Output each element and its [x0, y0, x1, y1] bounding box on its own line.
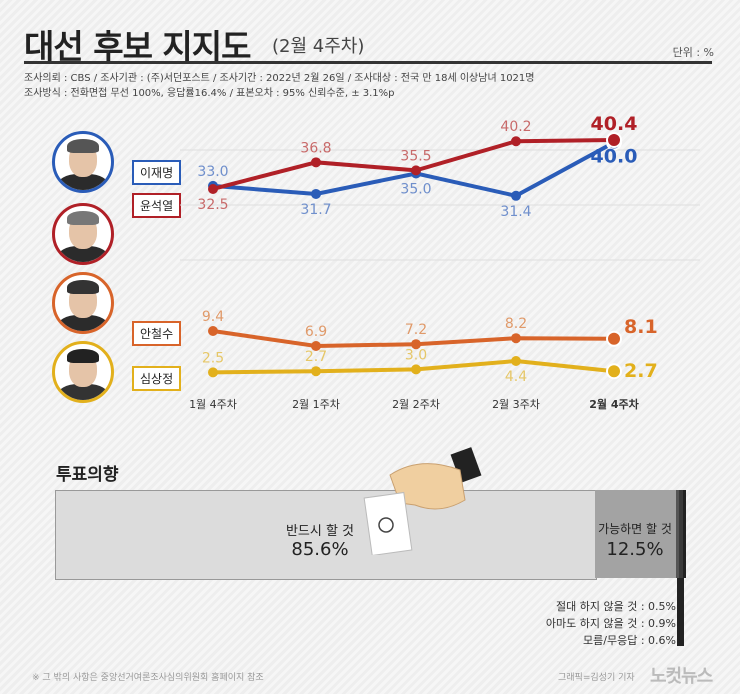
probably-not-label: 아마도 하지 않을 것 : 0.9%	[545, 617, 676, 630]
data-label: 40.0	[591, 145, 638, 167]
data-point	[606, 363, 622, 380]
x-tick-label: 2월 3주차	[492, 398, 540, 411]
series-label-sim: 심상정	[132, 366, 182, 391]
data-label: 31.4	[500, 204, 531, 220]
data-label: 8.2	[505, 316, 527, 332]
graphic-credit: 그래픽=김성기 기자	[558, 673, 635, 683]
data-label: 6.9	[305, 324, 327, 340]
never-label: 절대 하지 않을 것 : 0.5%	[556, 600, 676, 613]
data-label: 9.4	[202, 309, 224, 325]
data-point	[311, 157, 321, 168]
x-tick-label: 2월 1주차	[292, 398, 340, 411]
ballot-hand-icon	[363, 447, 482, 555]
x-tick-label: 2월 4주차	[589, 397, 639, 411]
survey-meta-1: 조사의뢰 : CBS / 조사기관 : (주)서던포스트 / 조사기간 : 20…	[24, 73, 535, 84]
title-divider	[24, 61, 712, 64]
nocutnews-logo: 노컷뉴스	[650, 666, 713, 687]
data-label: 36.8	[300, 140, 331, 156]
data-label: 35.5	[400, 148, 431, 164]
avatar-ahn	[52, 272, 114, 334]
avatar-lee	[52, 131, 114, 193]
bar-segment-unknown	[683, 490, 686, 578]
data-label: 35.0	[400, 181, 431, 197]
series-label-yoon: 윤석열	[132, 193, 182, 218]
line-chart: 33.0 31.7 35.0 31.4 40.0 32.5 36.8 35.5 40.2 40.4…	[180, 113, 700, 411]
data-label: 8.1	[624, 316, 658, 338]
data-point	[311, 341, 321, 351]
bar-segment-possibly	[595, 490, 676, 578]
data-point	[411, 165, 421, 176]
series-label-ahn: 안철수	[132, 321, 182, 346]
survey-meta-2: 조사방식 : 전화면접 무선 100%, 응답률16.4% / 표본오차 : 9…	[24, 88, 395, 99]
bar-segment-definitely	[55, 490, 597, 580]
data-label: 40.4	[591, 113, 638, 135]
data-label: 2.5	[202, 350, 224, 366]
vote-intention-title: 투표의향	[56, 465, 119, 485]
footnote: ※ 그 밖의 사항은 중앙선거여론조사심의위원회 홈페이지 참조	[32, 673, 264, 683]
data-point	[511, 136, 521, 147]
definitely-label: 반드시 할 것	[285, 524, 355, 539]
data-point	[208, 183, 218, 194]
data-point	[511, 356, 521, 366]
possibly-value: 12.5%	[606, 539, 664, 560]
data-point	[311, 366, 321, 377]
bar-segment-never	[676, 490, 679, 578]
data-label: 31.7	[300, 202, 331, 218]
data-point	[511, 333, 521, 344]
data-label: 2.7	[624, 360, 658, 382]
data-point	[606, 330, 622, 347]
data-label: 32.5	[197, 197, 228, 213]
data-label: 7.2	[405, 322, 427, 338]
page-subtitle: (2월 4주차)	[272, 36, 365, 57]
data-label: 40.2	[500, 119, 531, 135]
series-label-lee: 이재명	[132, 160, 182, 185]
data-label: 3.0	[405, 347, 427, 363]
data-point	[208, 367, 218, 378]
data-point	[208, 326, 218, 336]
small-segments-callout	[677, 578, 684, 646]
data-label: 33.0	[197, 164, 228, 180]
data-point	[511, 190, 521, 201]
data-point	[606, 132, 622, 148]
possibly-label: 가능하면 할 것	[598, 522, 672, 536]
data-point	[411, 364, 421, 375]
data-point	[311, 188, 321, 199]
bar-segment-probably-not	[679, 490, 683, 578]
x-tick-label: 2월 2주차	[392, 398, 440, 411]
avatar-yoon	[52, 203, 114, 265]
page-title: 대선 후보 지지도	[24, 27, 251, 66]
x-tick-label: 1월 4주차	[189, 398, 237, 411]
data-label: 2.7	[305, 349, 327, 365]
data-label: 4.4	[505, 369, 527, 385]
data-point	[411, 339, 421, 350]
avatar-sim	[52, 341, 114, 403]
unit-label: 단위 : %	[672, 46, 714, 59]
unknown-label: 모름/무응답 : 0.6%	[583, 634, 676, 647]
definitely-value: 85.6%	[291, 539, 349, 560]
